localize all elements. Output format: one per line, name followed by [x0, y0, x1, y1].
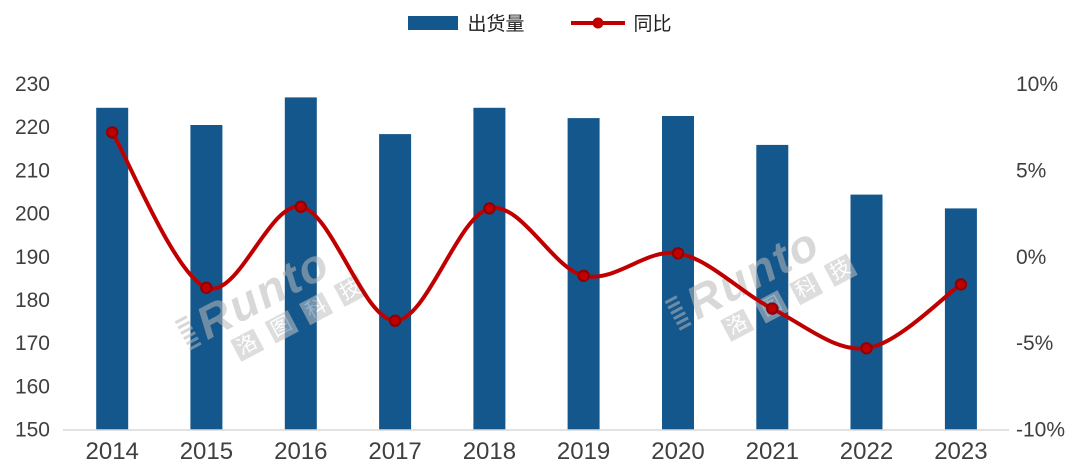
x-axis-label-2018: 2018 [463, 438, 516, 465]
y-right-tick-0%: 0% [1016, 246, 1046, 269]
x-axis-label-2015: 2015 [180, 438, 233, 465]
y-left-tick-180: 180 [15, 289, 50, 312]
legend-item-yoy: 同比 [570, 9, 672, 36]
bar-series-swatch [408, 15, 459, 30]
bar-2014 [96, 107, 129, 430]
yoy-point-2014 [106, 126, 119, 139]
yoy-point-2023 [954, 278, 968, 291]
y-right-tick-10%: 10% [1016, 73, 1058, 96]
yoy-point-2017 [388, 314, 402, 327]
yoy-point-2020 [671, 247, 685, 260]
yoy-point-2019 [577, 269, 590, 282]
legend-label-yoy: 同比 [633, 14, 672, 35]
yoy-point-2016 [294, 200, 307, 213]
yoy-line [110, 130, 963, 351]
y-left-tick-220: 220 [15, 116, 50, 139]
y-left-tick-170: 170 [15, 332, 50, 355]
bar-2020 [662, 116, 694, 430]
bar-2018 [473, 107, 506, 430]
legend-label-shipments: 出货量 [467, 14, 525, 35]
x-axis-label-2021: 2021 [746, 438, 799, 465]
y-right-tick-5%: 5% [1016, 159, 1046, 182]
bar-2015 [190, 125, 223, 430]
legend-item-shipments: 出货量 [408, 9, 525, 36]
x-axis-label-2020: 2020 [651, 438, 704, 465]
yoy-point-2015 [200, 281, 213, 294]
bar-2017 [379, 134, 412, 430]
y-left-tick-210: 210 [15, 159, 50, 182]
y-left-tick-230: 230 [15, 73, 50, 96]
chart-legend: 出货量 同比 [0, 9, 1080, 36]
bar-2016 [284, 97, 317, 430]
y-left-tick-150: 150 [15, 419, 50, 442]
x-axis-label-2023: 2023 [934, 438, 987, 465]
yoy-point-2018 [483, 202, 496, 215]
x-axis-label-2022: 2022 [840, 438, 893, 465]
y-right-tick--5%: -5% [1016, 332, 1053, 355]
x-axis-label-2014: 2014 [86, 438, 139, 465]
bar-2022 [850, 194, 883, 430]
y-left-tick-190: 190 [15, 246, 50, 269]
x-axis-label-2019: 2019 [557, 438, 610, 465]
line-series-swatch [570, 17, 625, 28]
bar-2021 [756, 144, 789, 430]
bar-2023 [944, 208, 977, 430]
y-left-tick-160: 160 [15, 375, 50, 398]
x-axis-label-2017: 2017 [368, 438, 421, 465]
yoy-point-2022 [860, 342, 873, 355]
y-left-tick-200: 200 [15, 203, 50, 226]
line-marker-dot-icon [592, 17, 603, 28]
yoy-point-2021 [766, 302, 779, 315]
x-axis-label-2016: 2016 [274, 438, 327, 465]
y-right-tick--10%: -10% [1016, 419, 1065, 442]
